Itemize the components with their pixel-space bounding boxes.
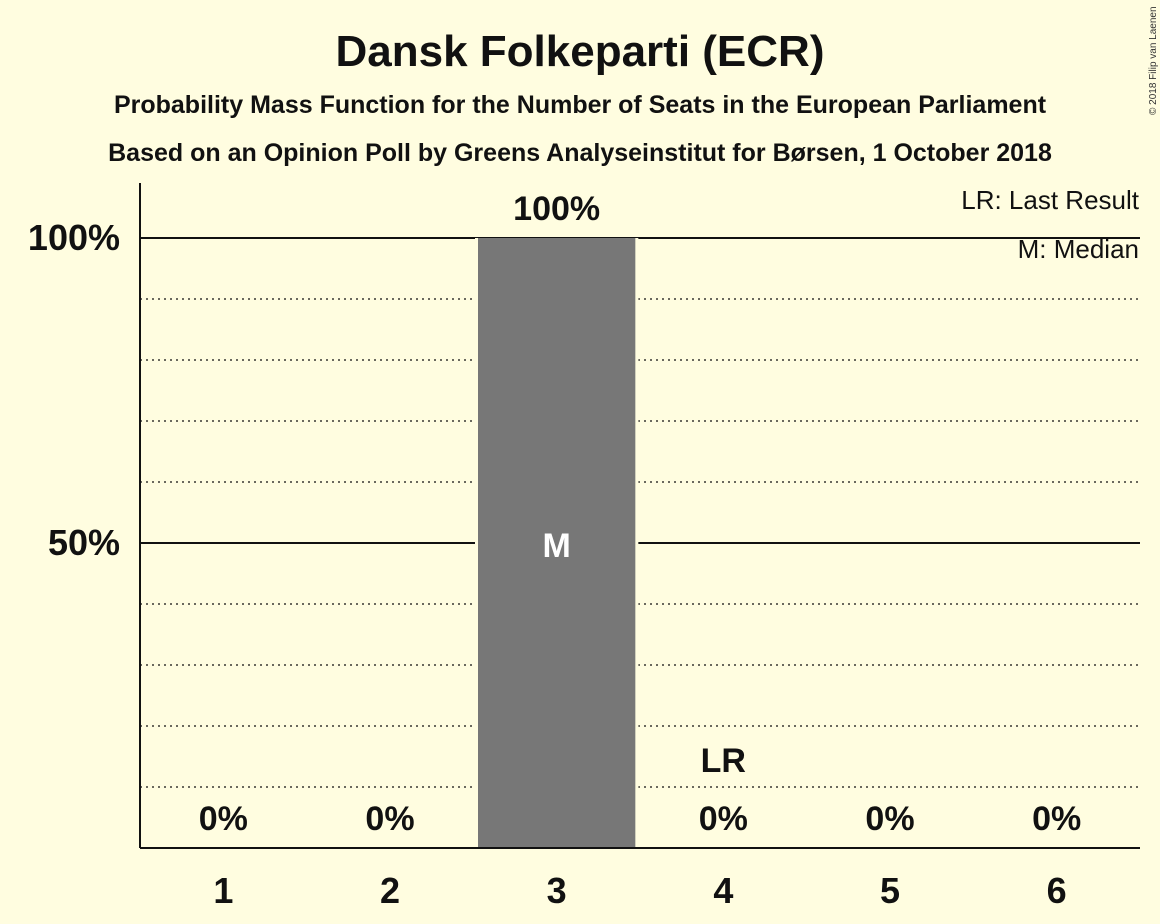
label-layer: 0% 0% 100% 0% 0% 0% M LR xyxy=(199,190,1081,838)
data-label: 0% xyxy=(699,800,748,838)
bar xyxy=(478,238,636,848)
axis-layer: 50% 100% 1 2 3 4 5 6 xyxy=(28,183,1140,911)
y-tick-label: 50% xyxy=(48,522,120,563)
x-tick-label: 6 xyxy=(1047,870,1067,911)
x-tick-label: 4 xyxy=(713,870,733,911)
y-tick-label: 100% xyxy=(28,217,120,258)
x-tick-label: 5 xyxy=(880,870,900,911)
bar-layer xyxy=(475,238,639,848)
copyright-text: © 2018 Filip van Laenen xyxy=(1148,6,1159,115)
x-tick-label: 1 xyxy=(213,870,233,911)
x-tick-label: 3 xyxy=(547,870,567,911)
chart-title: Dansk Folkeparti (ECR) xyxy=(336,27,825,76)
data-label: 0% xyxy=(365,800,414,838)
chart-subtitle-1: Probability Mass Function for the Number… xyxy=(114,91,1047,119)
last-result-marker: LR xyxy=(701,742,746,780)
data-label: 0% xyxy=(199,800,248,838)
data-label: 0% xyxy=(865,800,914,838)
x-tick-label: 2 xyxy=(380,870,400,911)
data-label: 0% xyxy=(1032,800,1081,838)
chart-subtitle-2: Based on an Opinion Poll by Greens Analy… xyxy=(108,139,1052,167)
median-marker: M xyxy=(543,527,571,565)
data-label: 100% xyxy=(513,190,600,228)
legend-item-last-result: LR: Last Result xyxy=(961,185,1140,215)
grid-layer xyxy=(140,237,1140,788)
